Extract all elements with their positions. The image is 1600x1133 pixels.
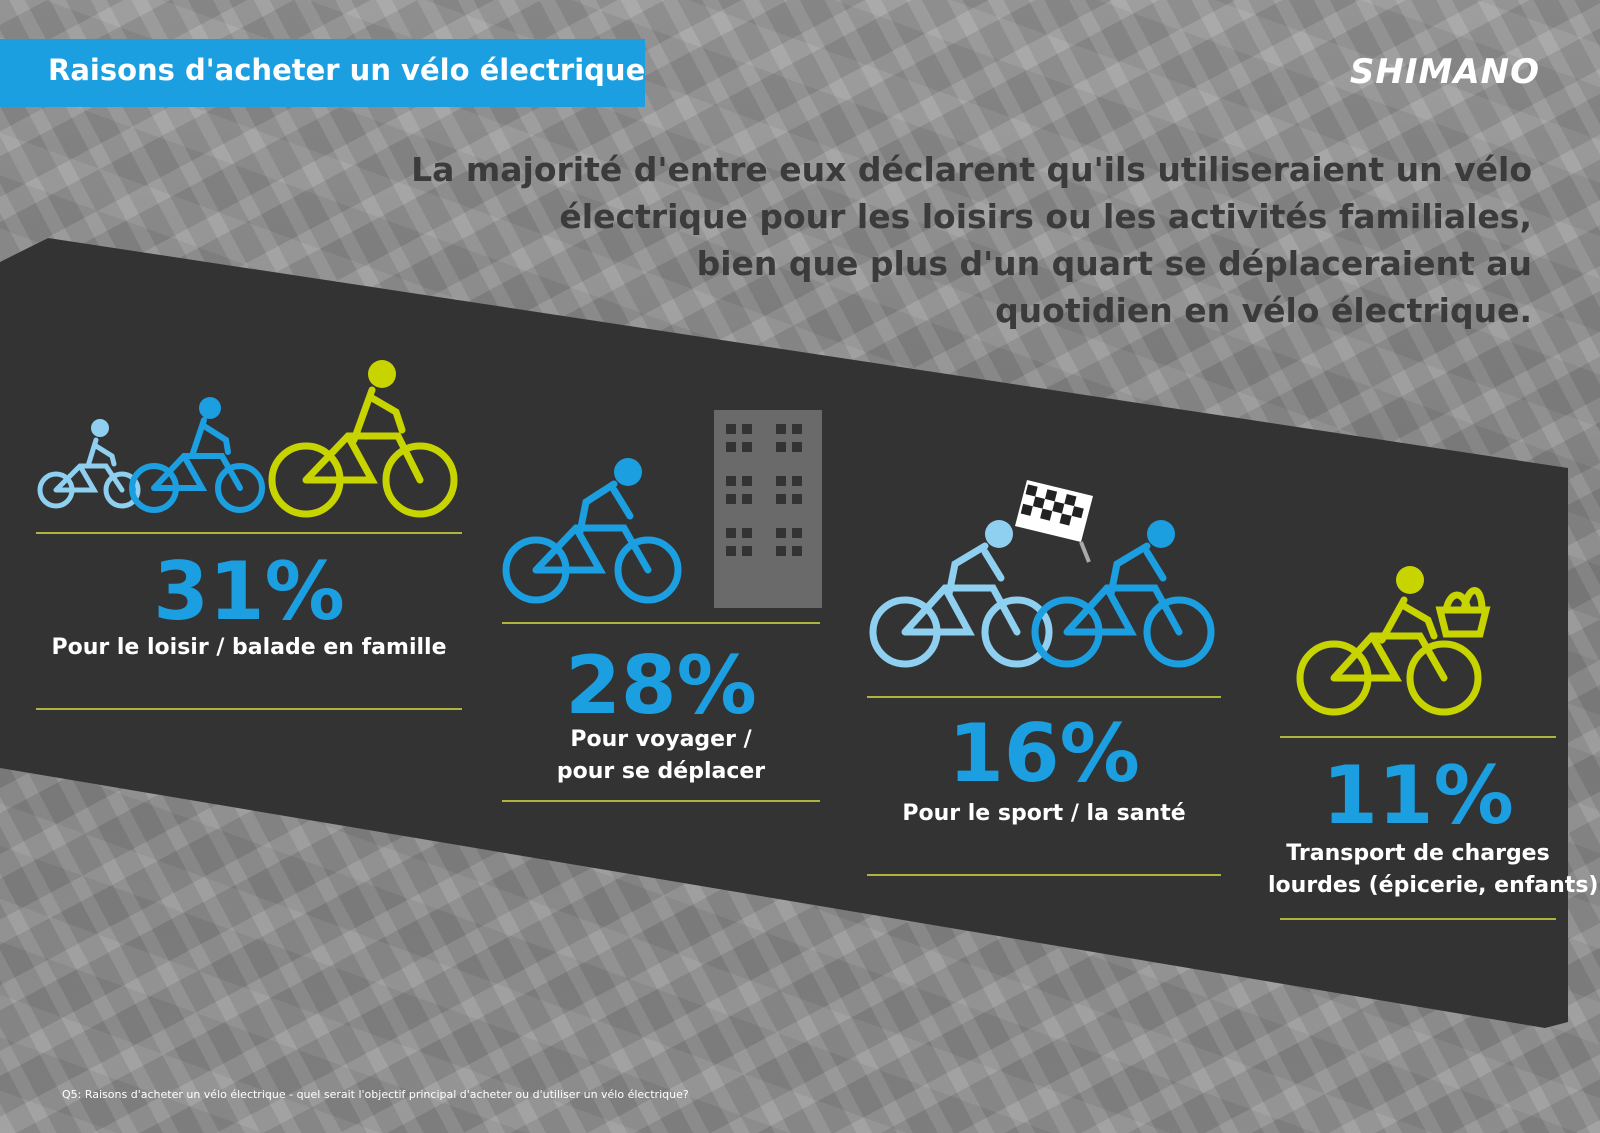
rule-bottom — [502, 800, 820, 802]
page-title: Raisons d'acheter un vélo électrique — [48, 53, 646, 87]
rule-top — [1280, 736, 1556, 738]
headline: La majorité d'entre eux déclarent qu'ils… — [360, 146, 1532, 334]
title-banner: Raisons d'acheter un vélo électrique — [0, 39, 645, 107]
rule-bottom — [867, 874, 1221, 876]
stat-sport: 16% Pour le sport / la santé — [867, 470, 1221, 880]
headline-line: La majorité d'entre eux déclarent qu'ils… — [411, 150, 1532, 189]
stat-label-line-1: Pour voyager / — [570, 727, 752, 752]
rule-top — [502, 622, 820, 624]
shimano-logo: SHIMANO — [1349, 52, 1540, 92]
stat-value: 16% — [948, 707, 1140, 800]
headline-line: bien que plus d'un quart se déplaceraien… — [696, 244, 1532, 283]
cargo-bike-basket-icon — [1296, 566, 1491, 716]
stat-value: 31% — [153, 545, 345, 638]
stat-value: 11% — [1322, 749, 1514, 842]
footnote: Q5: Raisons d'acheter un vélo électrique… — [62, 1088, 689, 1101]
stat-label: Pour le loisir / balade en famille — [51, 635, 447, 660]
stat-cargo: 11% Transport de charges lourdes (épicer… — [1268, 550, 1599, 922]
headline-line: quotidien en vélo électrique. — [995, 291, 1532, 330]
headline-line: électrique pour les loisirs ou les activ… — [559, 197, 1532, 236]
stat-commute: 28% Pour voyager / pour se déplacer — [502, 410, 822, 820]
rule-bottom — [1280, 918, 1556, 920]
commuter-building-icon — [502, 410, 822, 608]
stat-label-line-2: lourdes (épicerie, enfants) — [1268, 873, 1599, 898]
family-cyclists-icon — [37, 360, 458, 518]
stat-value: 28% — [565, 639, 757, 732]
racing-cyclists-flag-icon — [869, 480, 1215, 668]
stat-label-line-2: pour se déplacer — [556, 759, 766, 784]
rule-top — [867, 696, 1221, 698]
stat-family: 31% Pour le loisir / balade en famille — [36, 360, 462, 730]
rule-bottom — [36, 708, 462, 710]
rule-top — [36, 532, 462, 534]
stat-label: Pour le sport / la santé — [902, 801, 1186, 826]
stat-label-line-1: Transport de charges — [1286, 841, 1550, 866]
